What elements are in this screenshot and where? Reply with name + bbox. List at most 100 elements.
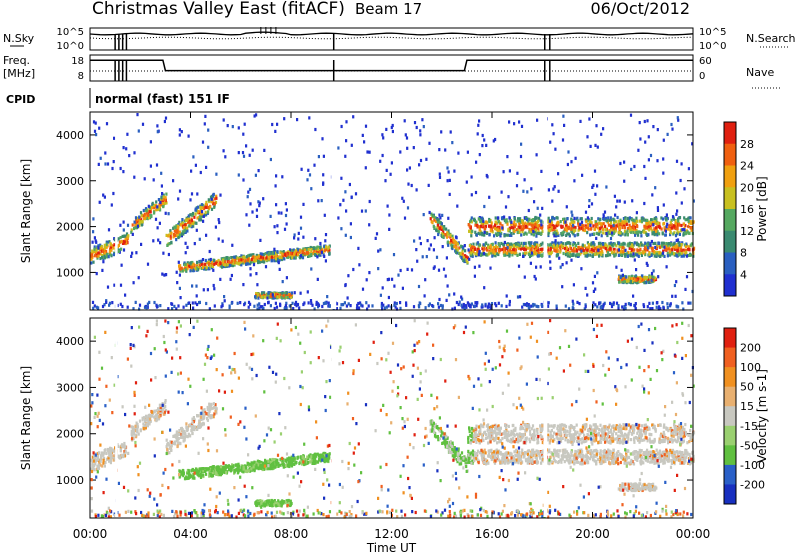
power-cell bbox=[586, 241, 589, 245]
power-cell bbox=[184, 262, 187, 266]
velocity-cell bbox=[103, 464, 106, 468]
velocity-cell bbox=[199, 475, 203, 479]
velocity-cell bbox=[213, 406, 216, 410]
power-cell bbox=[155, 305, 159, 309]
power-cell bbox=[461, 305, 464, 309]
power-cell bbox=[399, 150, 402, 154]
velocity-cell bbox=[186, 476, 189, 480]
power-cell bbox=[205, 301, 208, 306]
noise-tick-top: 10^5 bbox=[57, 27, 84, 38]
power-cell bbox=[308, 254, 311, 258]
power-cell bbox=[575, 249, 579, 253]
velocity-cell bbox=[96, 457, 100, 461]
power-cell bbox=[99, 256, 102, 261]
power-cell bbox=[628, 246, 631, 250]
power-cell bbox=[478, 232, 482, 236]
power-cell bbox=[552, 232, 555, 236]
power-cell bbox=[324, 301, 327, 305]
power-cell bbox=[466, 150, 469, 154]
power-cell bbox=[176, 281, 179, 285]
power-cell bbox=[442, 234, 445, 239]
power-cell bbox=[644, 225, 647, 229]
velocity-cell bbox=[176, 437, 179, 442]
power-cell bbox=[622, 217, 625, 221]
power-cell bbox=[527, 303, 530, 307]
power-cell bbox=[577, 228, 580, 232]
power-cell bbox=[569, 253, 572, 257]
power-cell bbox=[172, 235, 175, 239]
velocity-cell bbox=[324, 459, 327, 463]
power-cell bbox=[677, 231, 680, 235]
power-cell bbox=[134, 224, 137, 228]
power-cell bbox=[103, 254, 106, 258]
power-cell bbox=[681, 253, 684, 257]
power-cell bbox=[143, 212, 146, 216]
power-cell bbox=[133, 175, 136, 179]
power-cell bbox=[433, 265, 436, 269]
power-cell bbox=[642, 251, 645, 255]
power-cell bbox=[216, 262, 220, 266]
power-cell bbox=[682, 222, 686, 226]
power-cell bbox=[385, 305, 388, 309]
power-cell bbox=[626, 243, 629, 247]
power-cell bbox=[178, 220, 181, 224]
y-axis-label: Slant Range [km] bbox=[19, 159, 33, 263]
power-cell bbox=[229, 277, 232, 281]
power-cell bbox=[472, 242, 475, 246]
velocity-cell bbox=[169, 440, 172, 444]
power-cell bbox=[354, 192, 358, 196]
power-cell bbox=[620, 275, 624, 279]
power-cell bbox=[385, 168, 388, 172]
power-cell bbox=[285, 222, 288, 226]
power-cell bbox=[561, 244, 564, 248]
power-cell bbox=[527, 305, 530, 309]
power-cell bbox=[277, 261, 280, 265]
power-cell bbox=[427, 183, 430, 187]
power-cell bbox=[676, 254, 679, 258]
velocity-cell bbox=[149, 415, 152, 419]
power-cell bbox=[502, 170, 505, 174]
power-cell bbox=[633, 225, 636, 229]
power-cell bbox=[314, 127, 317, 132]
power-cell bbox=[619, 223, 622, 227]
power-cell bbox=[592, 224, 595, 228]
power-cell bbox=[522, 302, 525, 307]
power-cell bbox=[210, 200, 213, 204]
velocity-cell bbox=[279, 463, 282, 467]
power-cell bbox=[687, 225, 690, 229]
power-cell bbox=[276, 250, 279, 254]
power-cell bbox=[327, 301, 330, 305]
power-cell bbox=[647, 246, 650, 250]
power-cell bbox=[579, 119, 582, 123]
colorbar-tick-label: 16 bbox=[740, 203, 754, 216]
power-cell bbox=[487, 302, 490, 306]
power-cell bbox=[551, 228, 554, 232]
power-cell bbox=[134, 221, 137, 225]
power-cell bbox=[669, 233, 672, 237]
velocity-cell bbox=[185, 475, 188, 479]
power-cell bbox=[314, 246, 317, 251]
power-cell bbox=[381, 286, 384, 290]
power-cell bbox=[205, 261, 209, 265]
velocity-cell bbox=[91, 461, 94, 465]
power-cell bbox=[100, 246, 103, 251]
colorbar-swatch bbox=[724, 209, 736, 232]
power-cell bbox=[210, 207, 214, 211]
power-cell bbox=[652, 250, 656, 254]
power-cell bbox=[596, 222, 599, 226]
power-cell bbox=[548, 228, 551, 232]
velocity-cell bbox=[202, 422, 205, 426]
power-cell bbox=[521, 246, 524, 250]
power-cell bbox=[204, 258, 207, 263]
power-cell bbox=[541, 247, 544, 251]
power-cell bbox=[616, 199, 619, 203]
power-cell bbox=[246, 260, 249, 264]
power-cell bbox=[614, 220, 618, 224]
power-cell bbox=[112, 246, 115, 250]
power-cell bbox=[493, 225, 496, 229]
power-cell bbox=[273, 306, 276, 311]
power-cell bbox=[570, 229, 573, 233]
power-cell bbox=[608, 218, 611, 222]
power-cell bbox=[604, 243, 607, 247]
velocity-cell bbox=[168, 446, 171, 450]
